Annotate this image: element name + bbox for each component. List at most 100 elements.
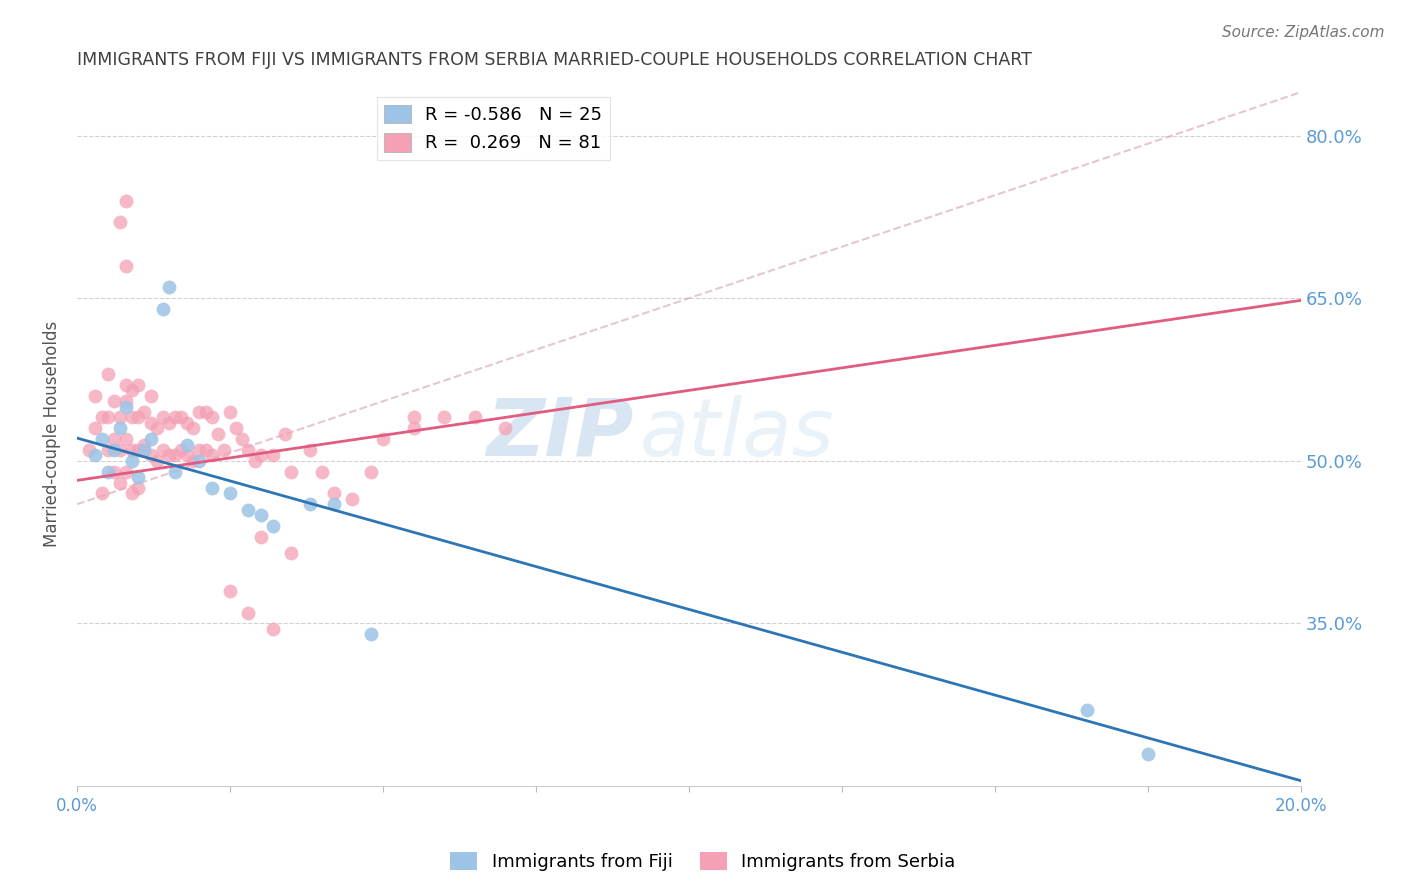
Point [402,410,425,425]
Point [212,442,235,457]
Point [219,486,242,500]
Point [225,421,247,435]
Point [157,449,180,463]
Point [402,421,425,435]
Point [201,481,224,495]
Point [127,470,149,484]
Point [188,454,211,468]
Point [298,497,321,511]
Point [115,394,138,409]
Point [115,465,138,479]
Point [219,405,242,419]
Point [79,442,101,457]
Legend: Immigrants from Fiji, Immigrants from Serbia: Immigrants from Fiji, Immigrants from Se… [443,845,963,879]
Point [163,449,186,463]
Point [249,449,271,463]
Point [280,465,302,479]
Point [97,442,120,457]
Point [103,394,125,409]
Point [108,442,131,457]
Point [152,410,174,425]
Point [134,405,156,419]
Point [219,584,242,599]
Point [90,432,112,446]
Legend: R = -0.586   N = 25, R =  0.269   N = 81: R = -0.586 N = 25, R = 0.269 N = 81 [377,97,610,160]
Point [176,449,198,463]
Point [139,449,162,463]
Point [231,432,253,446]
Point [183,454,205,468]
Point [103,432,125,446]
Point [194,442,217,457]
Text: IMMIGRANTS FROM FIJI VS IMMIGRANTS FROM SERBIA MARRIED-COUPLE HOUSEHOLDS CORRELA: IMMIGRANTS FROM FIJI VS IMMIGRANTS FROM … [77,51,1032,69]
Point [139,416,162,430]
Point [84,449,107,463]
Point [145,421,167,435]
Point [238,442,260,457]
Point [238,502,260,516]
Point [360,465,382,479]
Point [108,421,131,435]
Point [201,449,224,463]
Point [134,442,156,457]
Point [121,454,143,468]
Point [108,410,131,425]
Point [170,410,193,425]
Point [194,405,217,419]
Point [139,389,162,403]
Point [115,400,138,414]
Point [360,627,382,641]
Point [127,410,149,425]
Point [249,508,271,522]
Point [1136,747,1159,761]
Point [134,437,156,451]
Point [243,454,266,468]
Point [176,437,198,451]
Point [262,519,284,533]
Point [97,367,120,381]
Point [157,280,180,294]
Point [201,410,224,425]
Point [90,486,112,500]
Point [115,378,138,392]
Point [170,442,193,457]
Point [115,432,138,446]
Point [1076,703,1098,717]
Point [238,606,260,620]
Point [127,378,149,392]
Point [108,215,131,229]
Point [127,481,149,495]
Point [84,421,107,435]
Text: atlas: atlas [640,395,835,473]
Text: Source: ZipAtlas.com: Source: ZipAtlas.com [1222,25,1385,40]
Point [121,410,143,425]
Point [188,405,211,419]
Point [298,442,321,457]
Point [342,491,364,506]
Point [152,442,174,457]
Point [163,410,186,425]
Point [183,421,205,435]
Point [280,546,302,560]
Point [207,426,229,441]
Point [108,475,131,490]
Point [274,426,297,441]
Point [464,410,486,425]
Point [163,465,186,479]
Point [84,389,107,403]
Point [97,465,120,479]
Point [97,410,120,425]
Point [127,442,149,457]
Text: ZIP: ZIP [486,395,634,473]
Point [121,384,143,398]
Point [249,530,271,544]
Point [262,622,284,636]
Point [494,421,516,435]
Point [176,416,198,430]
Point [90,410,112,425]
Point [115,194,138,208]
Point [115,259,138,273]
Point [103,465,125,479]
Point [311,465,333,479]
Point [433,410,456,425]
